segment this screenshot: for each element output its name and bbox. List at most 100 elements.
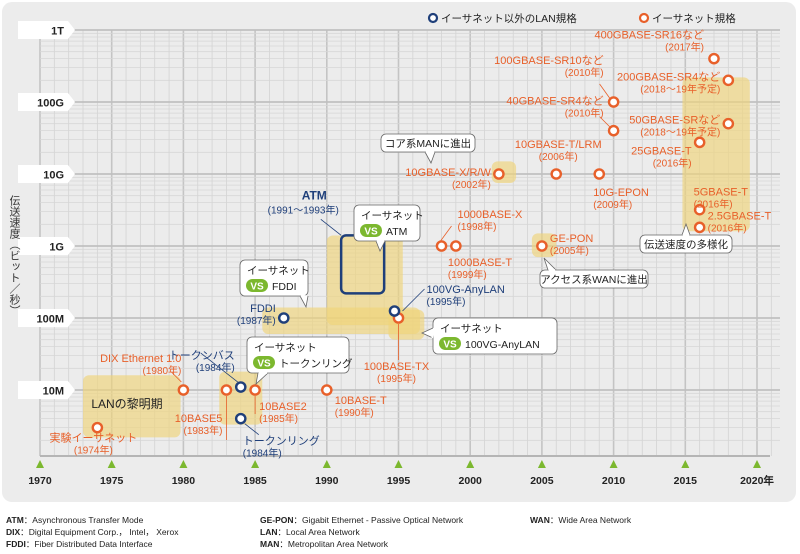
callout-tail xyxy=(299,295,309,309)
region-label-lan-dawn: LANの黎明期 xyxy=(91,397,162,411)
y-tick-label: 100M xyxy=(36,314,64,326)
ethernet-point xyxy=(593,168,606,180)
ethernet-point xyxy=(177,384,190,396)
x-tick-label: 1980 xyxy=(172,475,196,487)
non-ethernet-point xyxy=(277,312,290,324)
abbr-item: ATM：Asynchronous Transfer Mode xyxy=(6,515,144,525)
vs-rival: トークンリング xyxy=(279,357,353,370)
y-tick-label: 10M xyxy=(43,386,64,398)
data-year-label: (2017年) xyxy=(665,41,704,54)
region-vs-tokenring xyxy=(219,371,263,425)
callout-text: コア系MANに進出 xyxy=(385,137,471,150)
legend-label-ethernet: イーサネット規格 xyxy=(652,12,736,25)
data-label: 10BASE2 xyxy=(259,401,307,413)
data-label: 2.5GBASE-T xyxy=(708,210,772,222)
y-tick-label: 1T xyxy=(51,26,64,38)
data-year-label: (1980年) xyxy=(142,364,181,377)
x-tick-label: 2020年 xyxy=(740,474,774,487)
vs-rival: 100VG-AnyLAN xyxy=(465,339,540,351)
data-year-label: (1999年) xyxy=(448,268,487,281)
data-label: 50GBASE-SRなど xyxy=(629,114,720,127)
abbr-item: FDDI：Fiber Distributed Data Interface xyxy=(6,539,153,549)
x-tick-label: 1995 xyxy=(387,475,411,487)
data-year-label: (1984年) xyxy=(243,447,282,460)
data-label: トークンリング xyxy=(243,434,320,448)
ethernet-point xyxy=(249,384,261,396)
ethernet-point xyxy=(693,221,706,234)
legend: イーサネット以外のLAN規格 イーサネット規格 xyxy=(427,12,736,25)
data-year-label: (2018～19年予定) xyxy=(640,126,720,139)
abbr-col-3: WAN：Wide Area Network xyxy=(530,514,631,526)
vs-callout: イーサネット VS トークンリング xyxy=(246,336,353,386)
vs-badge xyxy=(439,337,461,350)
data-year-label: (2018～19年予定) xyxy=(640,82,720,95)
legend-marker-non-ethernet xyxy=(427,12,439,24)
data-year-label: (1984年) xyxy=(196,361,235,374)
x-tick-label: 1985 xyxy=(243,475,267,487)
y-tick-label: 1G xyxy=(49,242,64,254)
vs-callout-title: イーサネット xyxy=(440,323,503,335)
y-axis: 1T 100G 10G 1G 100M 10M xyxy=(18,21,75,399)
abbr-item: GE-PON：Gigabit Ethernet - Passive Optica… xyxy=(260,515,464,525)
abbr-item: MAN：Metropolitan Area Network xyxy=(260,539,389,549)
data-label: FDDI xyxy=(250,303,276,315)
callout-text: アクセス系WANに進出 xyxy=(540,273,648,286)
callout-tail-mask xyxy=(431,327,435,339)
data-year-label: (2002年) xyxy=(452,178,491,191)
data-label: 10GBASE-T/LRM xyxy=(515,139,602,151)
vs-callout-title: イーサネット xyxy=(254,342,317,354)
leader-line xyxy=(440,225,452,242)
data-points xyxy=(91,52,735,434)
data-year-label: (2005年) xyxy=(550,244,589,257)
ethernet-point xyxy=(722,74,735,87)
ethernet-point xyxy=(320,384,333,396)
ethernet-point xyxy=(722,117,735,130)
ethernet-point xyxy=(220,384,233,396)
leader-line xyxy=(320,219,342,236)
ethernet-point xyxy=(435,240,448,252)
leader-line xyxy=(171,371,182,383)
y-tick-tag xyxy=(18,381,75,399)
vs-rival: FDDI xyxy=(272,281,297,293)
callout: アクセス系WANに進出 xyxy=(539,257,649,289)
callout-text: 伝送速度の多様化 xyxy=(644,238,728,251)
vs-badge-text: VS xyxy=(364,227,378,238)
callout-tail xyxy=(424,151,436,164)
ethernet-point xyxy=(450,240,462,252)
vs-badge-text: VS xyxy=(443,340,457,351)
data-year-label: (1974年) xyxy=(74,444,113,457)
vs-badge xyxy=(360,224,382,237)
callout-box xyxy=(539,269,649,289)
data-label: 1000BASE-T xyxy=(448,257,512,269)
non-ethernet-point xyxy=(234,412,247,425)
legend-marker-ethernet xyxy=(638,12,650,24)
vs-badge-text: VS xyxy=(250,282,264,293)
data-year-label: (1991～1993年) xyxy=(268,203,339,216)
leader-line xyxy=(200,352,239,383)
callout-tail xyxy=(255,372,269,386)
ethernet-point xyxy=(493,168,505,180)
legend-label-non-ethernet: イーサネット以外のLAN規格 xyxy=(441,12,577,25)
vs-badge xyxy=(253,356,275,369)
vs-rival: ATM xyxy=(386,226,407,238)
region-diversification xyxy=(682,77,750,232)
x-tick-arrow xyxy=(251,460,260,468)
data-year-label: (1985年) xyxy=(259,412,298,425)
data-label: トークンバス xyxy=(169,349,235,362)
x-tick-arrow xyxy=(179,460,188,468)
vs-callout: イーサネット VS 100VG-AnyLAN xyxy=(421,317,558,355)
data-year-label: (2010年) xyxy=(565,107,604,120)
callout-tail xyxy=(681,222,691,236)
callout-tail xyxy=(421,327,434,339)
vs-callout-title: イーサネット xyxy=(361,210,424,222)
data-label: 1000BASE-X xyxy=(458,209,523,221)
leader-lines xyxy=(171,83,610,440)
data-label: 25GBASE-T xyxy=(631,145,692,157)
data-label: 200GBASE-SR4など xyxy=(617,70,720,83)
abbr-item: LAN：Local Area Network xyxy=(260,527,360,537)
data-label: GE-PON xyxy=(550,233,593,245)
data-label: ATM xyxy=(302,188,327,202)
x-tick-arrow xyxy=(107,460,116,468)
data-year-label: (1983年) xyxy=(184,424,223,437)
